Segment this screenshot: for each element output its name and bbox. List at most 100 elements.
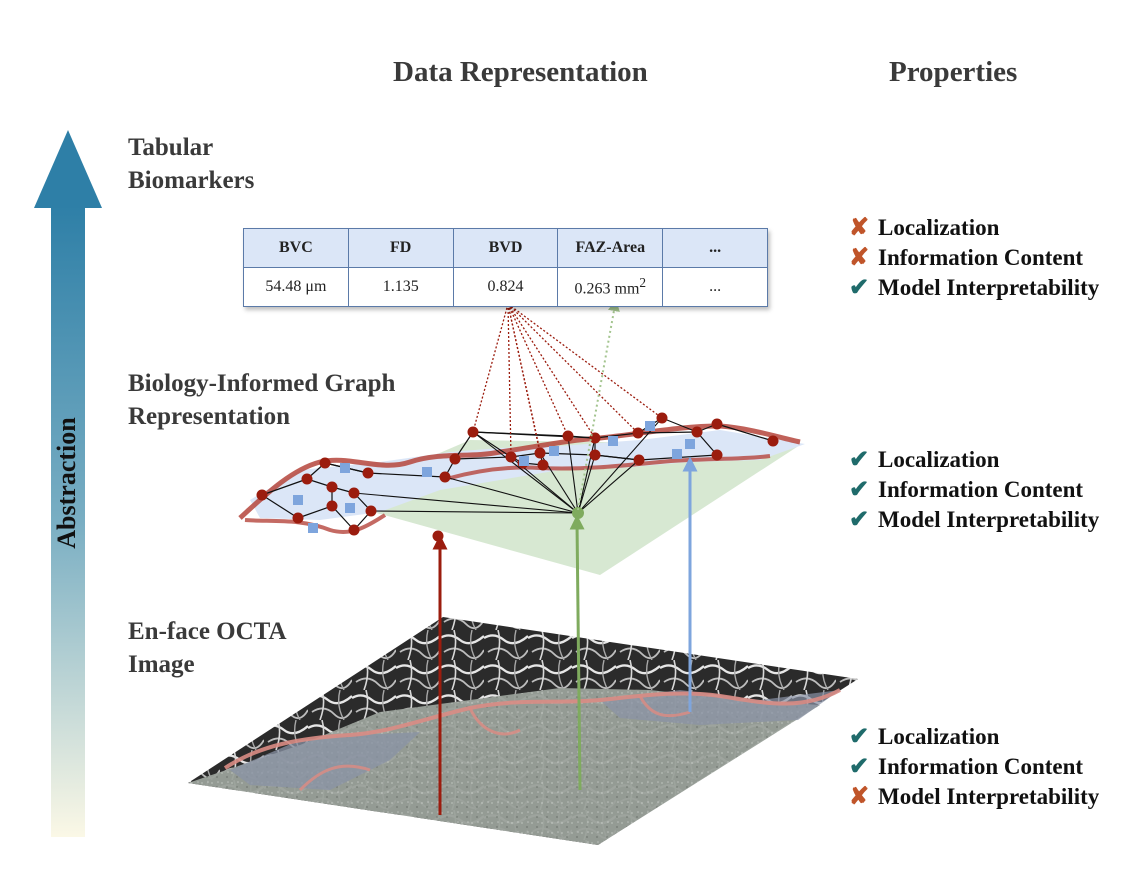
icp-node (549, 446, 559, 456)
graph-edge (261, 494, 299, 519)
prop-label: Information Content (878, 245, 1084, 270)
vessel-node (656, 412, 668, 424)
biomarker-header-fd: FD (347, 228, 454, 268)
vessel-node (292, 512, 304, 524)
biomarker-header-faz-area: FAZ-Area (557, 228, 664, 268)
bvd-to-vessel-link (507, 303, 544, 466)
vessel-node (439, 471, 451, 483)
icp-node (340, 463, 350, 473)
vessel-node (326, 481, 338, 493)
faz-edge (472, 431, 579, 514)
image-label-line1: En-face OCTA (128, 618, 287, 645)
graph-edge (261, 478, 308, 496)
prop-label: Model Interpretability (878, 275, 1100, 300)
tabular-label-line1: Tabular (128, 134, 214, 161)
graph-prop-information: ✔ Information Content (846, 475, 1099, 505)
octa-faz-region (188, 688, 820, 845)
biomarker-header-bvc: BVC (243, 228, 349, 268)
faz-area-value: 0.263 mm (574, 280, 640, 298)
vessel-node (256, 489, 268, 501)
vessel-node (348, 524, 360, 536)
image-prop-information: ✔ Information Content (846, 752, 1099, 782)
image-prop-localization: ✔ Localization (846, 722, 1099, 752)
bvd-to-vessel-link (507, 303, 639, 434)
icp-node (345, 503, 355, 513)
graph-properties: ✔ Localization ✔ Information Content ✔ Mode… (846, 445, 1099, 535)
bvd-to-vessel-link (507, 303, 569, 437)
biomarker-value-faz-area: 0.263 mm2 (557, 267, 664, 307)
vessel-node (632, 427, 644, 439)
faz-edge (567, 435, 579, 514)
graph-edge (594, 432, 639, 439)
graph-label-line1: Biology-Informed Graph (128, 370, 396, 397)
graph-edge (661, 417, 698, 433)
icp-node (293, 495, 303, 505)
octa-image-plane (188, 617, 858, 845)
graph-level-label: Biology-Informed Graph Representation (128, 367, 395, 433)
octa-vessel-branches (298, 695, 691, 792)
prop-label: Information Content (878, 477, 1084, 502)
icp-node (645, 421, 655, 431)
image-label-line2: Image (128, 651, 195, 678)
graph-edge (594, 454, 640, 461)
check-icon: ✔ (848, 507, 870, 533)
biomarker-to-graph-links (472, 303, 663, 466)
faz-edge (577, 454, 596, 514)
abstraction-arrow-shaft (51, 205, 85, 837)
tabular-prop-interpretability: ✔ Model Interpretability (846, 273, 1099, 303)
prop-label: Localization (878, 215, 1000, 240)
graph-edge (637, 431, 698, 434)
graph-edge (472, 431, 596, 439)
bvd-to-vessel-link (507, 303, 512, 458)
prop-label: Localization (878, 447, 1000, 472)
vessel-node (711, 449, 723, 461)
biomarker-header-row: BVC FD BVD FAZ-Area ... (243, 228, 768, 268)
vessel-node (432, 530, 444, 542)
bvd-to-vessel-link (507, 303, 663, 419)
faz-edge (577, 417, 663, 514)
vessel-node (326, 500, 338, 512)
biomarker-header-more: ... (662, 228, 768, 268)
check-icon: ✔ (848, 754, 870, 780)
prop-label: Model Interpretability (878, 784, 1100, 809)
graph-prop-localization: ✔ Localization (846, 445, 1099, 475)
faz-area-unit-exponent: 2 (639, 275, 647, 291)
check-icon: ✔ (848, 724, 870, 750)
graph-edge (367, 472, 446, 478)
faz-projection-arrow (569, 514, 585, 791)
bvd-to-vessel-link (507, 303, 596, 439)
cross-icon: ✘ (848, 245, 870, 271)
faz-edge (444, 476, 579, 514)
data-representation-header: Data Representation (393, 56, 648, 88)
vessel-node (767, 435, 779, 447)
vessel-node (319, 457, 331, 469)
icp-node (422, 467, 432, 477)
cross-icon: ✘ (848, 215, 870, 241)
faz-edge (353, 492, 579, 514)
bvd-to-vessel-link (472, 303, 509, 433)
graph-prop-interpretability: ✔ Model Interpretability (846, 505, 1099, 535)
prop-label: Information Content (878, 754, 1084, 779)
vessel-node (362, 467, 374, 479)
graph-label-line2: Representation (128, 403, 291, 430)
vessel-node (589, 449, 601, 461)
icp-node (608, 436, 618, 446)
image-prop-interpretability: ✘ Model Interpretability (846, 782, 1099, 812)
octa-vessel-outline (223, 688, 841, 770)
abstraction-arrow-head (34, 130, 102, 208)
icp-node (672, 449, 682, 459)
image-properties: ✔ Localization ✔ Information Content ✘ Mode… (846, 722, 1099, 812)
vessel-node (633, 454, 645, 466)
prop-label: Localization (878, 724, 1000, 749)
icp-node (685, 439, 695, 449)
vessel-node (365, 505, 377, 517)
abstraction-arrow (34, 130, 102, 837)
graph-edge (454, 456, 512, 460)
check-icon: ✔ (848, 275, 870, 301)
biomarker-header-bvd: BVD (452, 228, 559, 268)
icp-region (250, 430, 805, 520)
vessel-node (691, 426, 703, 438)
tabular-prop-localization: ✘ Localization (846, 213, 1099, 243)
biomarker-value-more: ... (662, 267, 768, 307)
